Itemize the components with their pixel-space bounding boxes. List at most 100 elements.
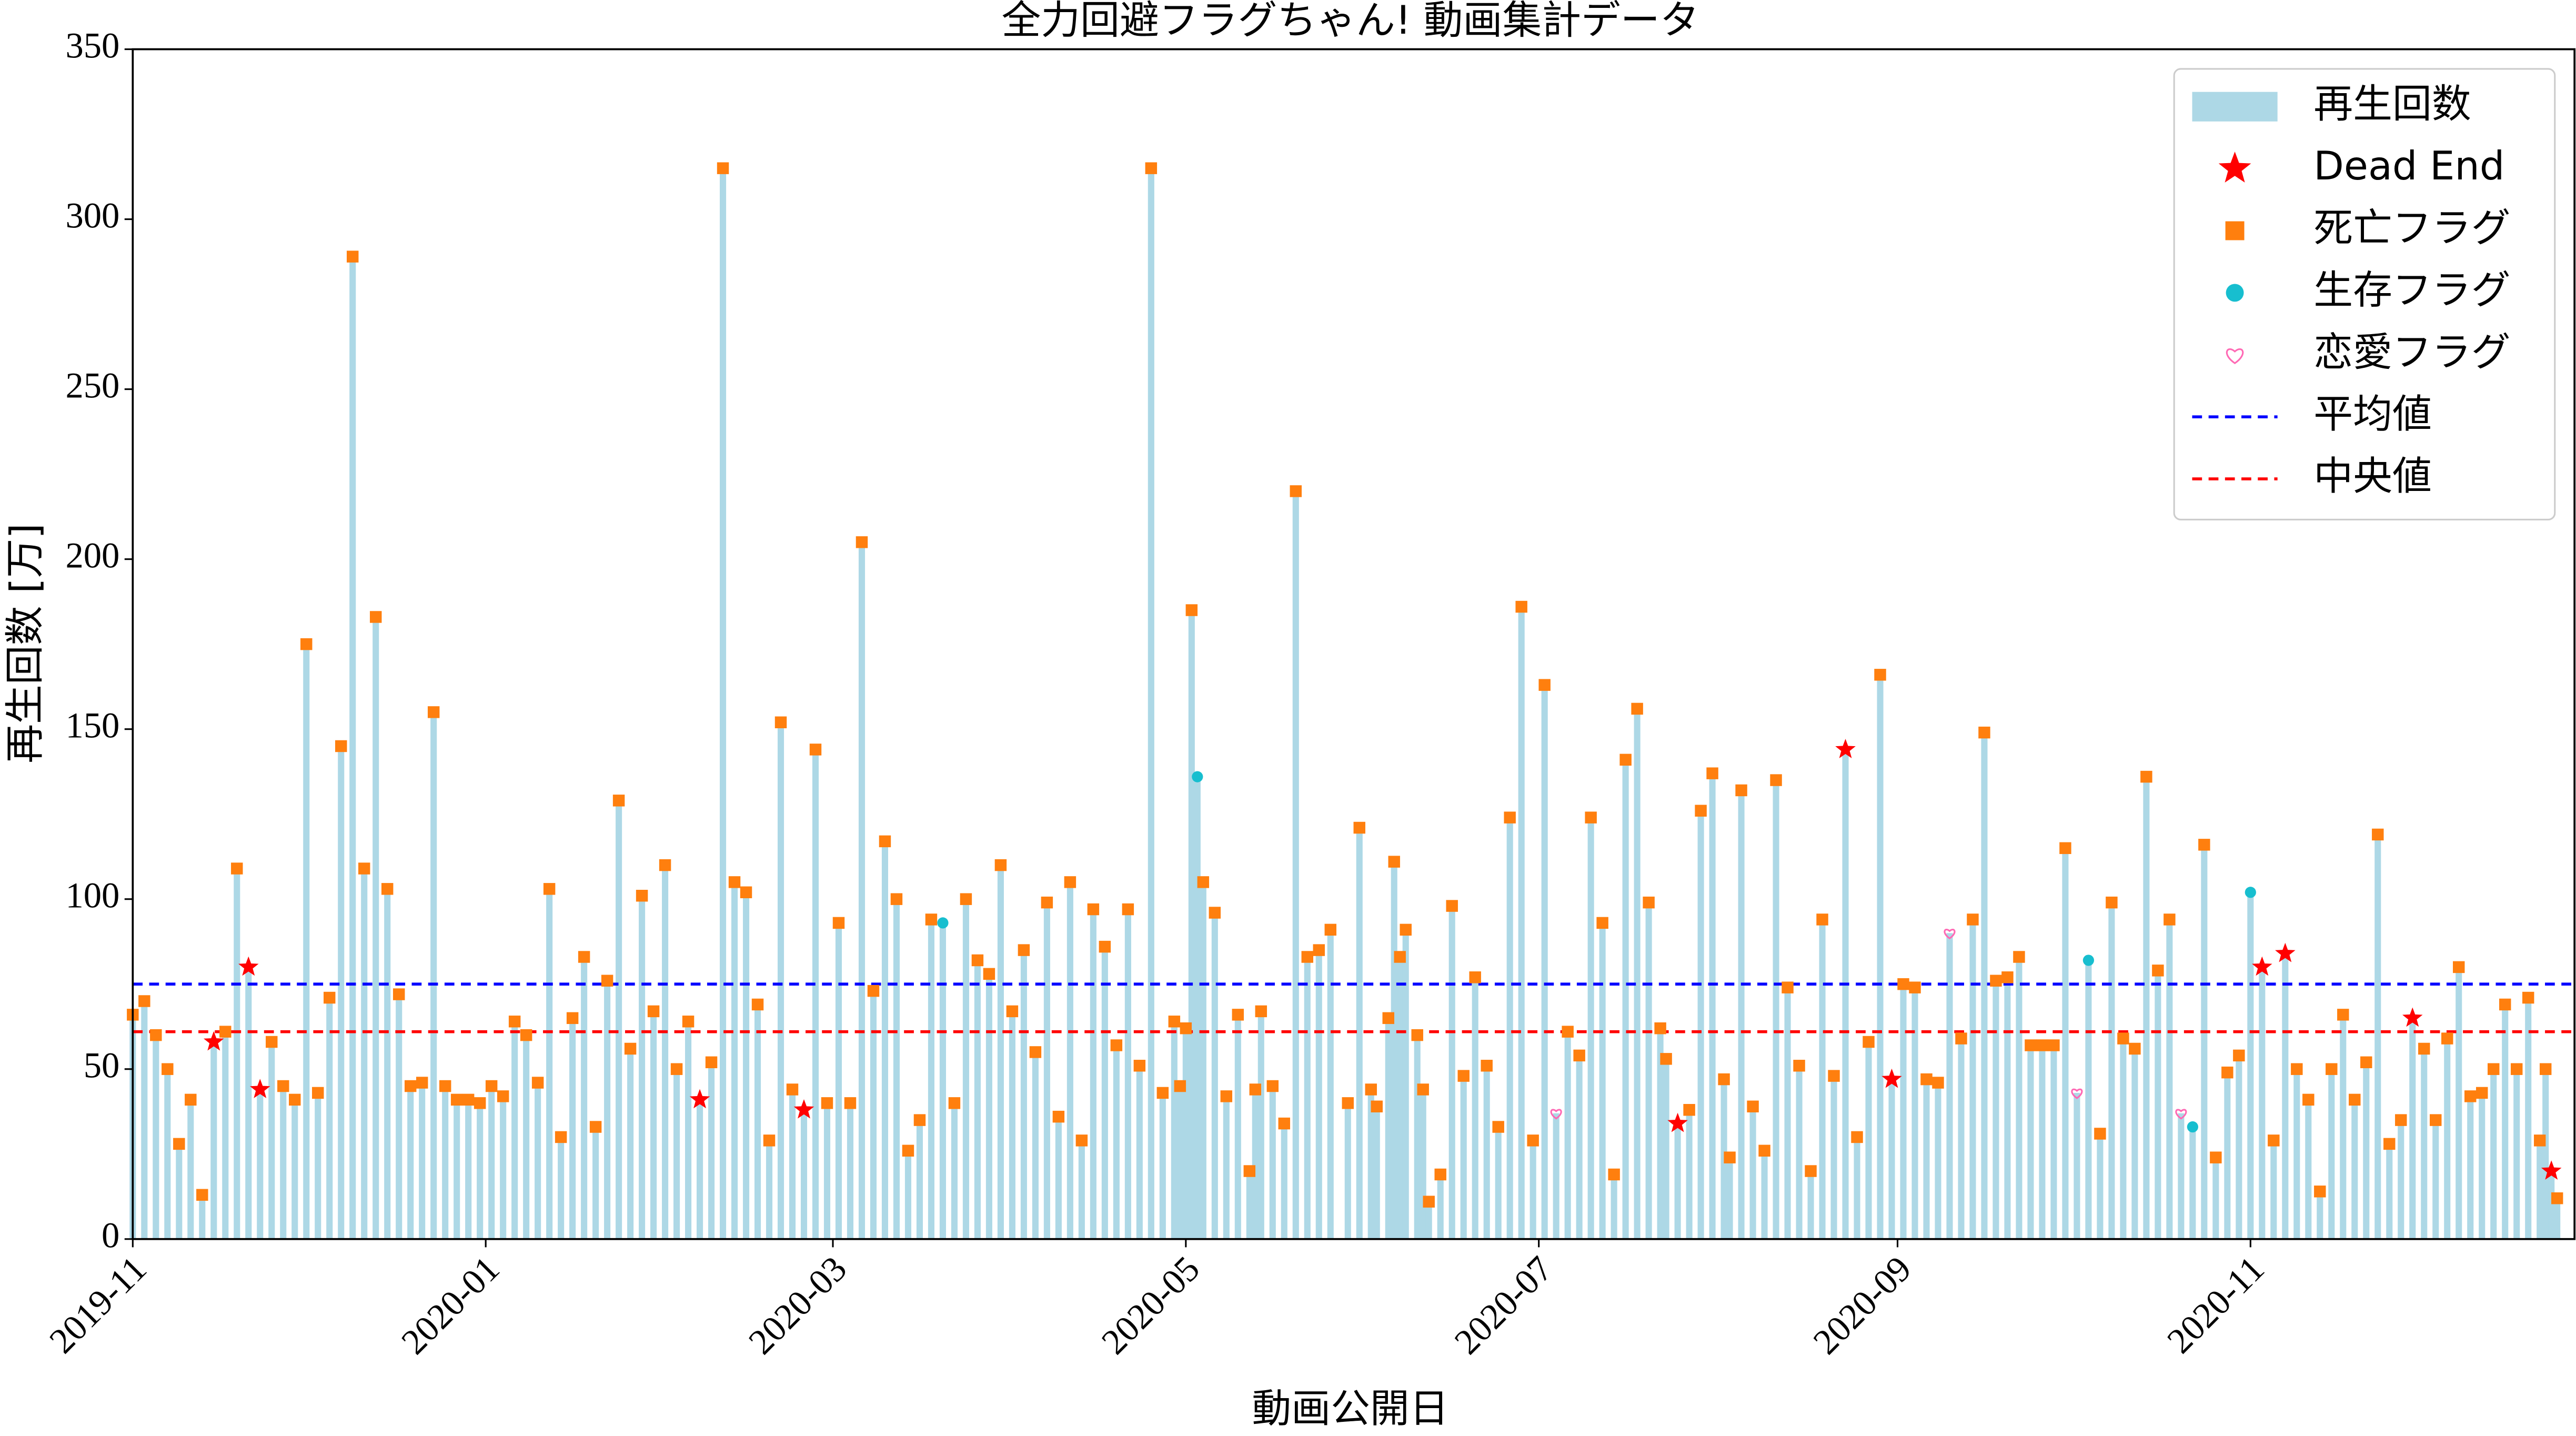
square-marker <box>1041 896 1053 909</box>
square-marker <box>786 1083 799 1096</box>
square-marker <box>1145 162 1158 174</box>
bar <box>1176 1086 1183 1239</box>
bar <box>789 1089 796 1239</box>
star-marker <box>249 1079 270 1098</box>
square-marker <box>821 1097 833 1109</box>
bar <box>2398 1120 2404 1239</box>
square-marker <box>312 1087 324 1099</box>
square-marker <box>1747 1100 1759 1113</box>
square-marker <box>1087 903 1100 916</box>
bar <box>962 899 969 1239</box>
square-marker <box>624 1042 637 1055</box>
square-marker <box>416 1077 428 1089</box>
bar <box>1171 1021 1178 1239</box>
bar <box>1148 168 1154 1239</box>
square-marker <box>1180 1022 1192 1035</box>
square-marker <box>1573 1049 1585 1062</box>
bar <box>2236 1055 2242 1239</box>
bar <box>1252 1089 1259 1239</box>
bar <box>1367 1089 1374 1239</box>
bar <box>1738 790 1745 1239</box>
square-marker <box>1006 1005 1019 1018</box>
bar <box>384 889 391 1239</box>
square-marker <box>1290 485 1302 497</box>
square-marker <box>1457 1070 1470 1082</box>
square-marker <box>1133 1060 1146 1072</box>
square-marker <box>404 1080 417 1092</box>
bar <box>1032 1052 1039 1239</box>
square-marker <box>2152 965 2164 977</box>
square-marker <box>1706 767 1718 779</box>
bar <box>349 256 356 1239</box>
bar <box>823 1103 831 1239</box>
bar <box>1530 1140 1536 1239</box>
bar <box>1304 957 1311 1239</box>
bar <box>835 922 842 1239</box>
square-marker <box>266 1036 278 1048</box>
bar <box>916 1120 923 1239</box>
bar <box>2340 1015 2347 1239</box>
square-marker <box>1324 923 1336 936</box>
bar <box>2409 1018 2416 1239</box>
square-marker <box>948 1097 961 1109</box>
square-marker <box>994 859 1007 871</box>
square-marker <box>1793 1060 1805 1072</box>
star-marker <box>1667 1112 1688 1132</box>
square-marker <box>1967 913 1979 926</box>
square-marker <box>1932 1077 1944 1089</box>
square-marker <box>2233 1049 2245 1062</box>
square-marker <box>1758 1144 1770 1157</box>
x-tick-label: 2020-07 <box>1447 1249 1560 1362</box>
bar <box>720 168 727 1239</box>
bar <box>1396 957 1403 1239</box>
square-marker <box>705 1056 718 1069</box>
square-marker <box>960 893 972 905</box>
square-marker <box>2441 1032 2453 1045</box>
bar <box>650 1011 657 1239</box>
star-marker <box>1881 1068 1902 1088</box>
square-marker <box>1099 940 1111 953</box>
square-marker <box>1643 896 1655 909</box>
square-marker <box>2048 1039 2060 1051</box>
square-marker <box>2487 1063 2500 1075</box>
bar <box>2201 845 2208 1239</box>
square-marker <box>2418 1042 2430 1055</box>
heart-marker <box>1550 1109 1562 1120</box>
bar <box>2143 777 2150 1239</box>
bar <box>2432 1120 2439 1239</box>
bar <box>2456 967 2462 1239</box>
bar <box>1576 1055 1583 1239</box>
square-marker <box>1353 821 1365 834</box>
bar <box>1784 987 1791 1239</box>
square-marker <box>520 1029 532 1041</box>
star-marker <box>238 956 259 976</box>
bar <box>1101 947 1108 1239</box>
square-marker <box>670 1063 683 1075</box>
square-marker <box>2025 1039 2037 1051</box>
bar <box>2374 834 2381 1239</box>
bar <box>1709 773 1716 1239</box>
bar <box>2131 1048 2138 1239</box>
square-marker <box>1209 907 1221 919</box>
x-tick-label: 2019-11 <box>42 1249 154 1361</box>
bar <box>928 919 935 1239</box>
square-marker <box>1174 1080 1186 1092</box>
bar <box>2351 1099 2358 1239</box>
square-marker <box>2372 828 2384 841</box>
square-marker <box>1232 1009 1244 1021</box>
bar <box>754 1004 761 1239</box>
bar <box>2259 967 2266 1239</box>
bar <box>2490 1069 2497 1239</box>
square-marker <box>1249 1083 1262 1096</box>
bar <box>176 1143 183 1239</box>
bar <box>1518 607 1525 1239</box>
bar <box>997 865 1004 1239</box>
bar <box>881 841 889 1239</box>
square-marker <box>1660 1053 1672 1065</box>
y-tick-label: 150 <box>65 705 119 745</box>
bar <box>1159 1092 1166 1239</box>
square-marker <box>2326 1063 2338 1075</box>
square-marker <box>1990 975 2002 987</box>
square-marker <box>219 1026 232 1038</box>
bar <box>1066 882 1073 1239</box>
